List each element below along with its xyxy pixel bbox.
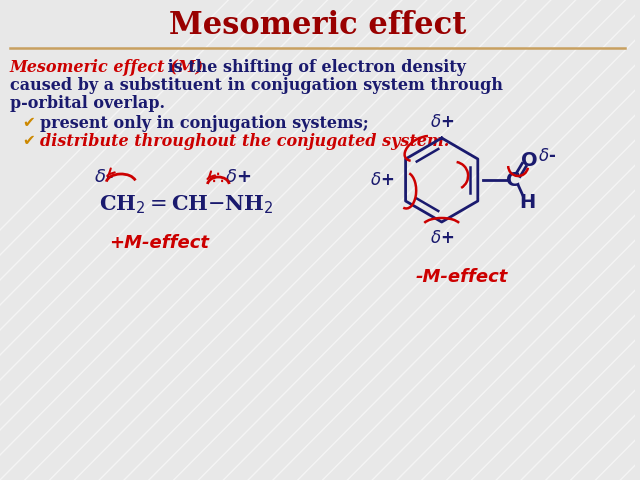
- Text: -M-effect: -M-effect: [415, 268, 508, 286]
- Text: Mesomeric effect (M): Mesomeric effect (M): [10, 60, 204, 76]
- Text: C: C: [506, 170, 520, 190]
- Text: $\delta$+: $\delta$+: [225, 168, 252, 186]
- Text: $\delta$+: $\delta$+: [370, 171, 394, 189]
- Text: Mesomeric effect: Mesomeric effect: [169, 10, 467, 40]
- Text: O: O: [521, 151, 538, 169]
- Text: ✔: ✔: [22, 133, 35, 148]
- Text: $\delta$+: $\delta$+: [429, 113, 454, 131]
- Text: ✔: ✔: [22, 116, 35, 131]
- Text: +M-effect: +M-effect: [109, 234, 209, 252]
- Text: is the shifting of electron density: is the shifting of electron density: [162, 60, 466, 76]
- Text: CH$_2$$=$CH$-$NH$_2$: CH$_2$$=$CH$-$NH$_2$: [99, 194, 274, 216]
- Text: p-orbital overlap.: p-orbital overlap.: [10, 96, 165, 112]
- Text: $\delta$-: $\delta$-: [95, 168, 114, 186]
- Text: $\delta$-: $\delta$-: [538, 147, 556, 165]
- Text: caused by a substituent in conjugation system through: caused by a substituent in conjugation s…: [10, 77, 503, 95]
- Text: H: H: [519, 192, 535, 212]
- Text: $\therefore$: $\therefore$: [208, 168, 225, 187]
- Text: distribute throughout the conjugated system.: distribute throughout the conjugated sys…: [40, 132, 449, 149]
- Text: $\delta$+: $\delta$+: [429, 229, 454, 247]
- Text: present only in conjugation systems;: present only in conjugation systems;: [40, 115, 369, 132]
